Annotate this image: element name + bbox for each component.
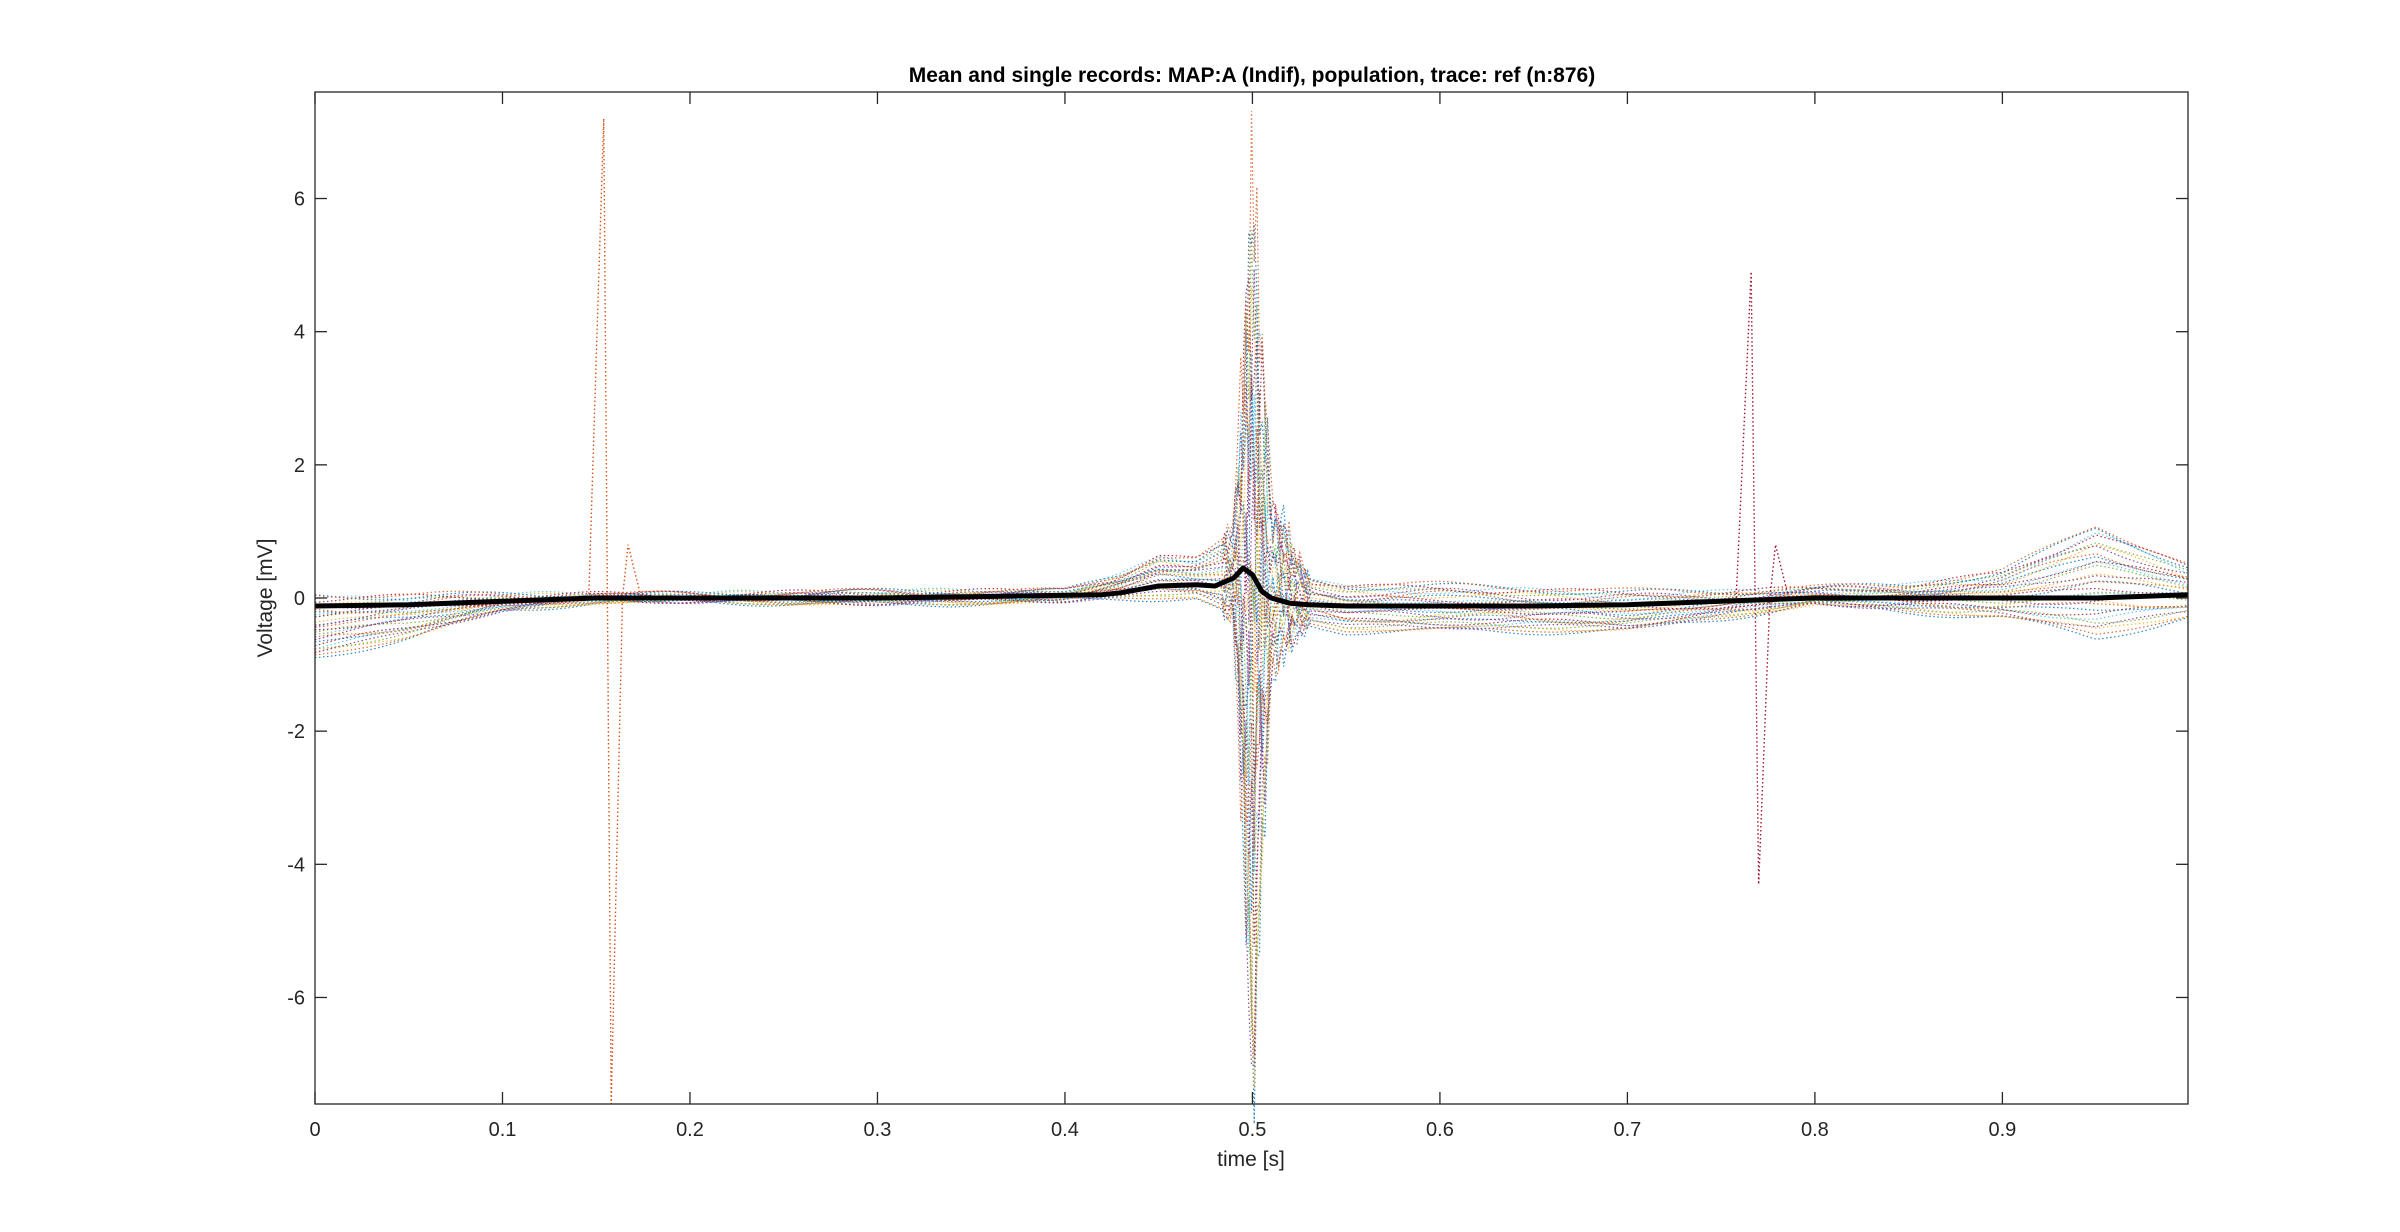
single-record-trace — [314, 590, 2189, 1067]
single-record-trace — [314, 580, 2189, 823]
single-record-trace — [314, 110, 2189, 599]
y-tick-label: 0 — [294, 588, 305, 610]
single-record-trace — [314, 596, 2189, 1057]
single-record-trace — [314, 592, 2189, 1035]
single-record-trace — [314, 224, 2189, 601]
single-record-trace — [314, 383, 2189, 614]
single-record-trace — [314, 278, 2189, 603]
mean-trace-layer — [314, 565, 2189, 609]
x-tick-label: 0.8 — [1801, 1119, 1829, 1141]
y-tick-label: 6 — [294, 189, 305, 211]
y-tick-label: 4 — [294, 322, 305, 344]
y-axis-label: Voltage [mV] — [254, 538, 277, 657]
x-tick-label: 0.2 — [676, 1119, 704, 1141]
y-axis-ticks: -6 -4 -2 0 2 4 6 — [287, 189, 2188, 1009]
x-tick-label: 0.5 — [1239, 1119, 1267, 1141]
x-axis-ticks: 0 0.1 0.2 0.3 0.4 0.5 0.6 0.7 0.8 0.9 — [309, 92, 2016, 1141]
y-tick-label: -4 — [287, 854, 305, 876]
x-axis-label: time [s] — [1217, 1148, 1285, 1171]
single-record-trace — [314, 459, 2189, 665]
y-tick-label: 2 — [294, 455, 305, 477]
plot-area: 0 0.1 0.2 0.3 0.4 0.5 0.6 0.7 0.8 0.9 -6 -4 -2 0 2 4 6 — [287, 91, 2189, 1141]
x-tick-label: 0.7 — [1614, 1119, 1642, 1141]
y-tick-label: -6 — [287, 987, 305, 1009]
x-tick-label: 0.3 — [864, 1119, 892, 1141]
x-tick-label: 0 — [309, 1119, 320, 1141]
y-tick-label: -2 — [287, 721, 305, 743]
mean-trace — [314, 565, 2189, 609]
single-record-trace — [314, 542, 2189, 710]
single-record-trace — [314, 268, 2189, 610]
x-tick-label: 0.1 — [489, 1119, 517, 1141]
chart-title: Mean and single records: MAP:A (Indif), … — [909, 64, 1595, 87]
x-tick-label: 0.4 — [1051, 1119, 1079, 1141]
x-tick-label: 0.9 — [1988, 1119, 2016, 1141]
outlier-spike-trace — [1735, 271, 1790, 885]
x-tick-label: 0.6 — [1426, 1119, 1454, 1141]
